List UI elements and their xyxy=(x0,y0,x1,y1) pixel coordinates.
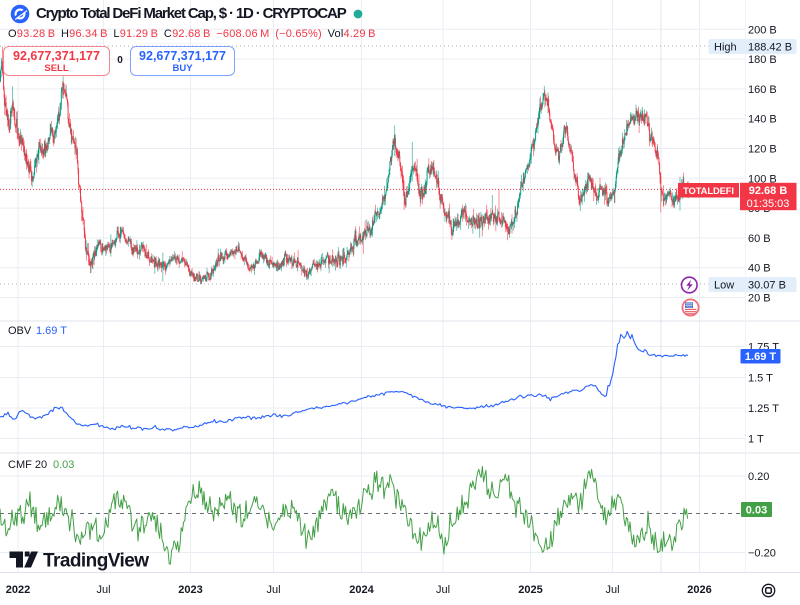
svg-text:120 B: 120 B xyxy=(748,144,777,156)
svg-text:0.20: 0.20 xyxy=(748,471,769,483)
svg-text:1.69 T: 1.69 T xyxy=(745,351,776,363)
svg-text:200 B: 200 B xyxy=(748,24,777,36)
svg-text:1.25 T: 1.25 T xyxy=(748,403,779,415)
svg-text:140 B: 140 B xyxy=(748,114,777,126)
svg-text:1.5 T: 1.5 T xyxy=(748,373,773,385)
svg-text:1.69 T: 1.69 T xyxy=(36,325,67,337)
svg-text:01:35:03: 01:35:03 xyxy=(747,198,790,210)
svg-text:30.07 B: 30.07 B xyxy=(748,280,786,292)
svg-text:2023: 2023 xyxy=(178,584,202,596)
svg-text:2026: 2026 xyxy=(687,584,711,596)
svg-text:Jul: Jul xyxy=(266,584,280,596)
svg-text:160 B: 160 B xyxy=(748,84,777,96)
svg-text:TradingView: TradingView xyxy=(43,551,149,572)
svg-text:100 B: 100 B xyxy=(748,173,777,185)
svg-text:High: High xyxy=(714,42,737,54)
svg-text:2022: 2022 xyxy=(6,584,30,596)
svg-text:Low: Low xyxy=(714,280,734,292)
svg-text:188.42 B: 188.42 B xyxy=(748,42,792,54)
svg-text:0.03: 0.03 xyxy=(746,505,767,517)
svg-text:180 B: 180 B xyxy=(748,54,777,66)
svg-text:−0.20: −0.20 xyxy=(748,548,776,560)
svg-text:20 B: 20 B xyxy=(748,293,771,305)
svg-text:92.68 B: 92.68 B xyxy=(749,185,788,197)
svg-text:1 T: 1 T xyxy=(748,434,764,446)
svg-text:Jul: Jul xyxy=(436,584,450,596)
svg-text:TOTALDEFI: TOTALDEFI xyxy=(683,185,734,196)
svg-text:Jul: Jul xyxy=(96,584,110,596)
svg-text:40 B: 40 B xyxy=(748,263,771,275)
svg-text:OBV: OBV xyxy=(8,325,32,337)
svg-text:2025: 2025 xyxy=(518,584,542,596)
svg-text:2024: 2024 xyxy=(349,584,374,596)
svg-text:CMF 20: CMF 20 xyxy=(8,459,47,471)
svg-text:0.03: 0.03 xyxy=(53,459,74,471)
svg-text:Jul: Jul xyxy=(605,584,619,596)
svg-text:60 B: 60 B xyxy=(748,233,771,245)
